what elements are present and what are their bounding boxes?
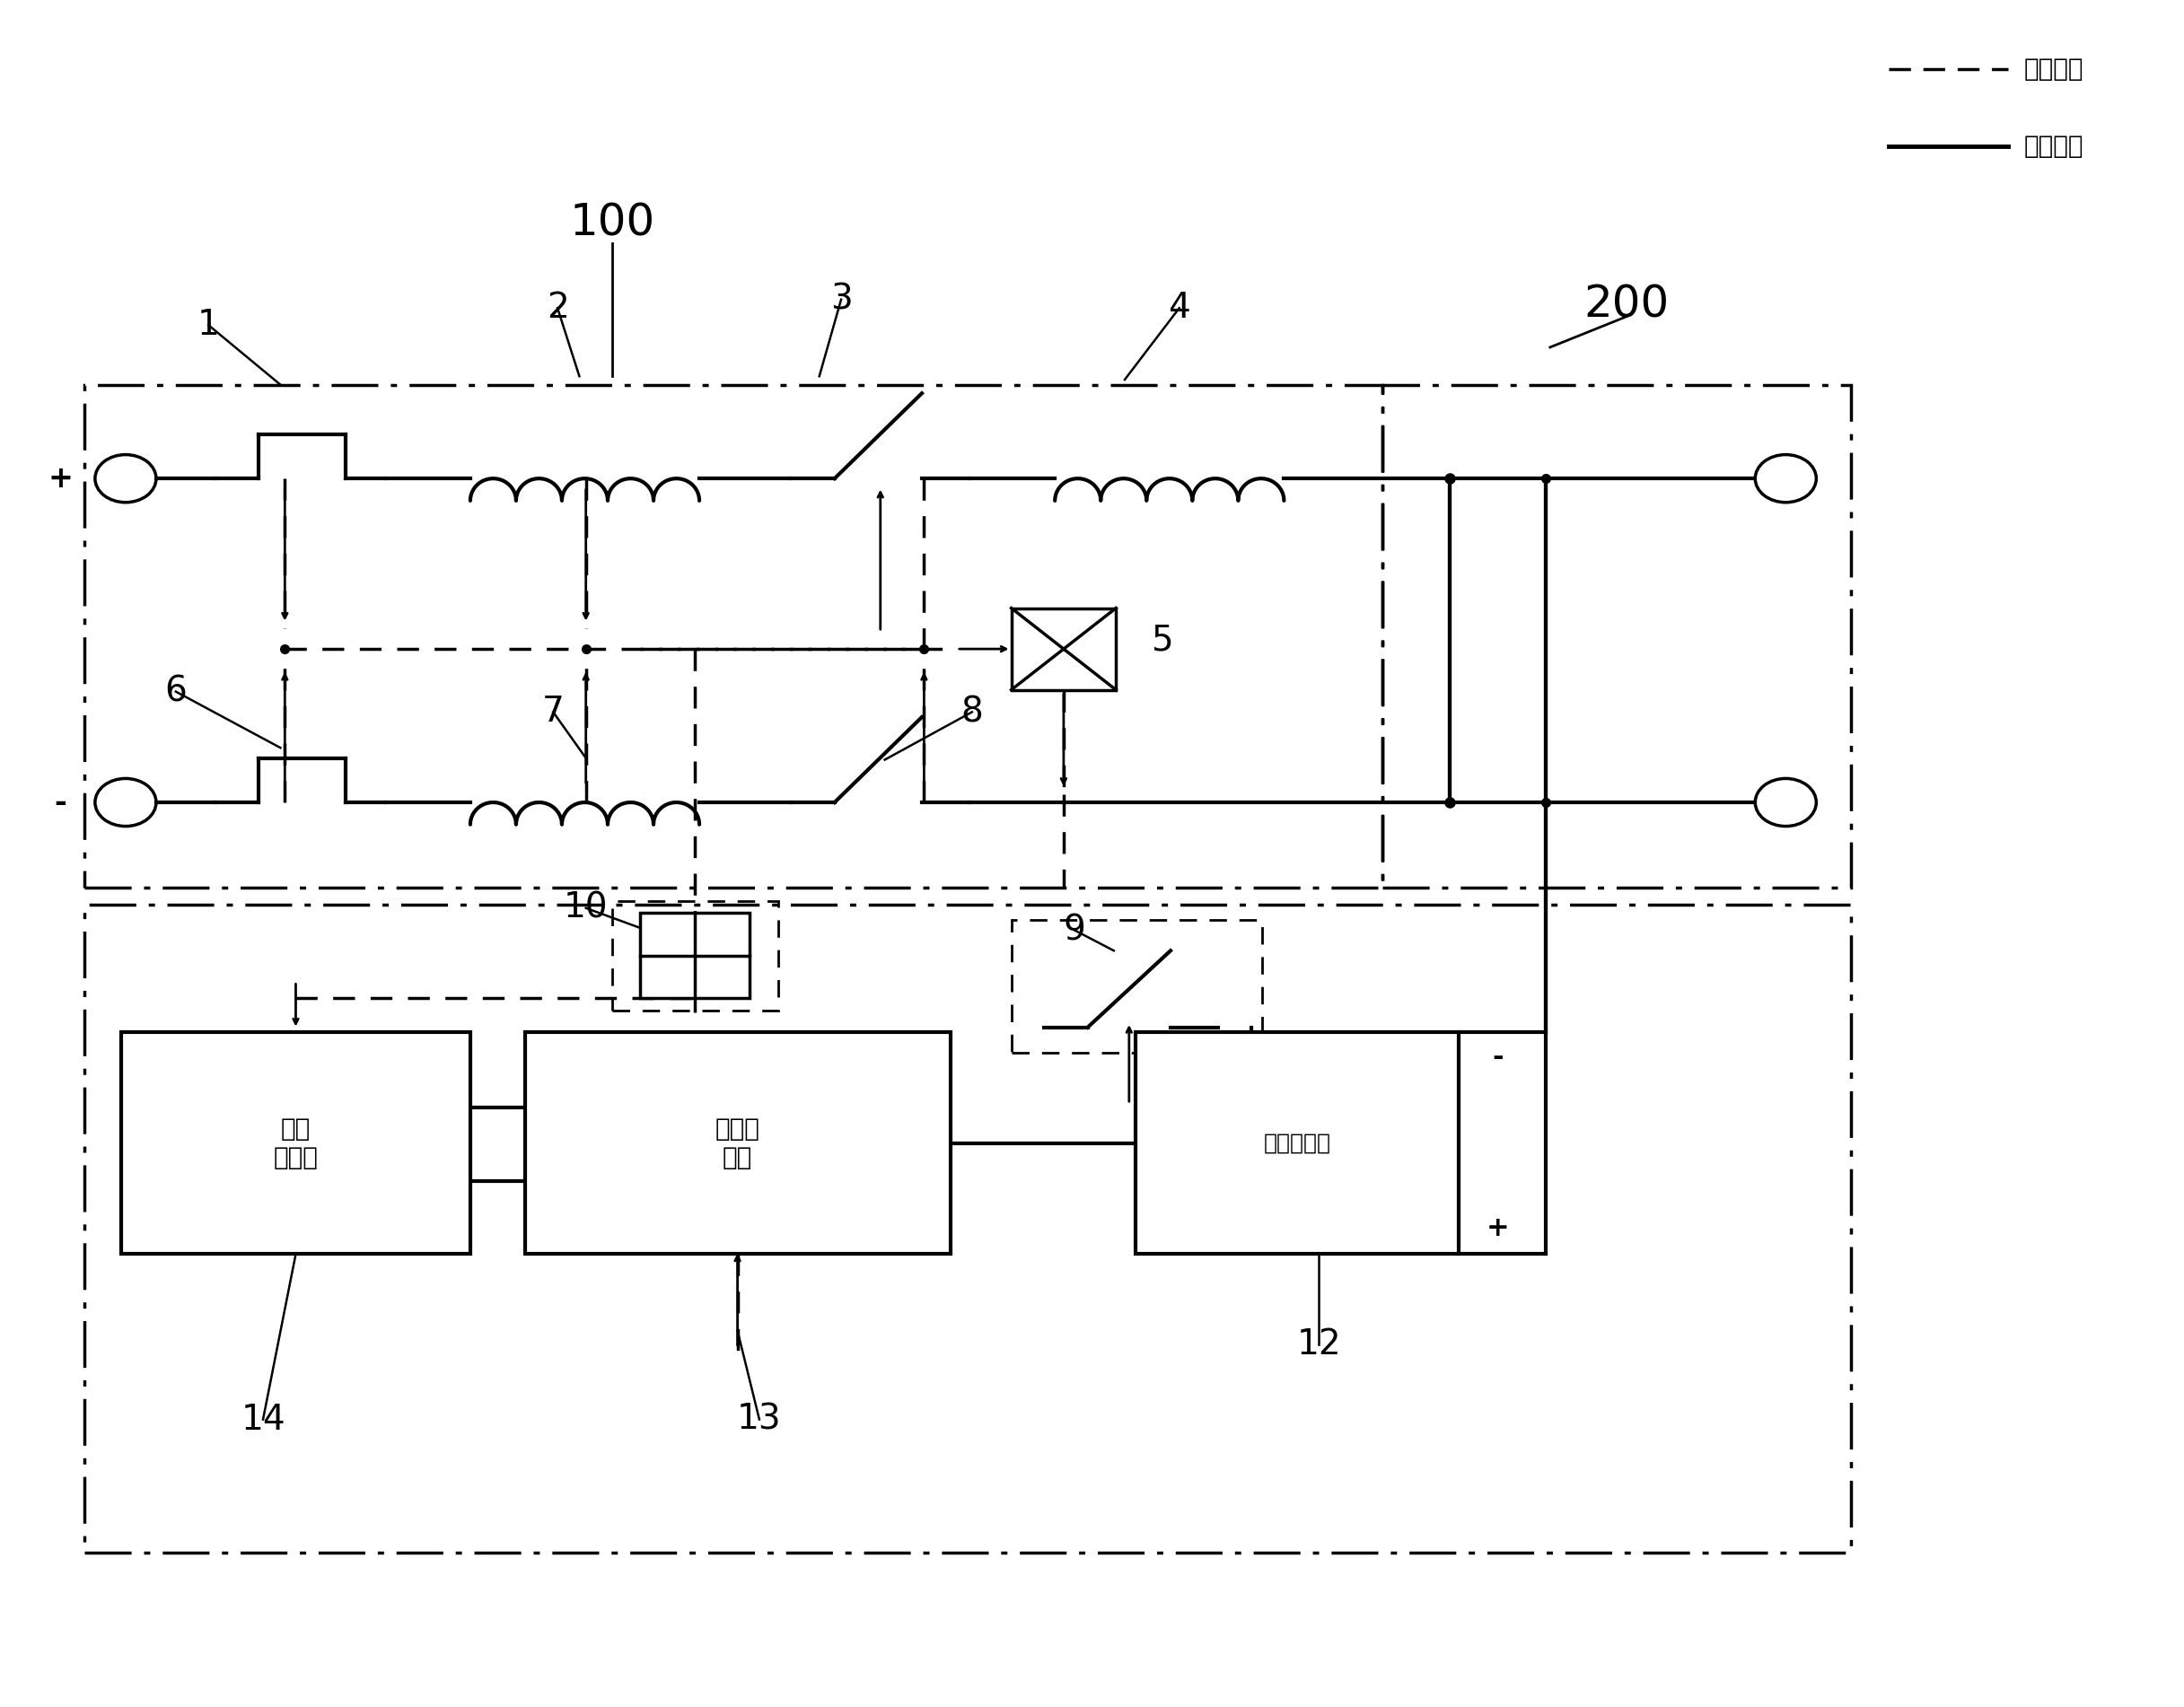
Text: -: -	[55, 787, 66, 818]
Text: -: -	[1492, 1045, 1503, 1070]
Bar	[1011, 608, 1116, 690]
Bar	[122, 1033, 470, 1255]
Text: 2: 2	[546, 290, 568, 324]
Text: 9: 9	[1064, 913, 1085, 947]
Text: 14: 14	[240, 1403, 286, 1437]
Text: 200: 200	[1583, 283, 1669, 326]
Text: 3: 3	[830, 282, 852, 316]
Text: 100: 100	[570, 201, 655, 244]
Text: 机械能量: 机械能量	[2025, 56, 2084, 82]
Text: 8: 8	[961, 695, 983, 729]
Bar	[1382, 384, 1852, 888]
Text: 辅助
脱扣器: 辅助 脱扣器	[273, 1116, 319, 1171]
Bar	[1136, 1033, 1459, 1255]
Text: 5: 5	[1151, 623, 1173, 657]
Bar	[612, 901, 778, 1011]
Text: 4: 4	[1168, 290, 1190, 324]
Text: 12: 12	[1297, 1328, 1341, 1362]
Text: 13: 13	[736, 1403, 782, 1437]
Bar	[524, 1033, 950, 1255]
Text: 短延时
元件: 短延时 元件	[714, 1116, 760, 1171]
Text: 电压转换器: 电压转换器	[1262, 1132, 1330, 1154]
Text: 1: 1	[197, 307, 221, 341]
Text: 7: 7	[542, 695, 563, 729]
Text: 电气连接: 电气连接	[2025, 133, 2084, 159]
Bar	[85, 384, 1382, 888]
Bar	[640, 913, 749, 999]
Bar	[1011, 920, 1262, 1053]
Text: 6: 6	[164, 674, 188, 708]
Text: +: +	[48, 464, 72, 493]
Text: +: +	[1487, 1215, 1509, 1241]
Text: 10: 10	[563, 891, 607, 925]
Bar	[85, 905, 1852, 1552]
